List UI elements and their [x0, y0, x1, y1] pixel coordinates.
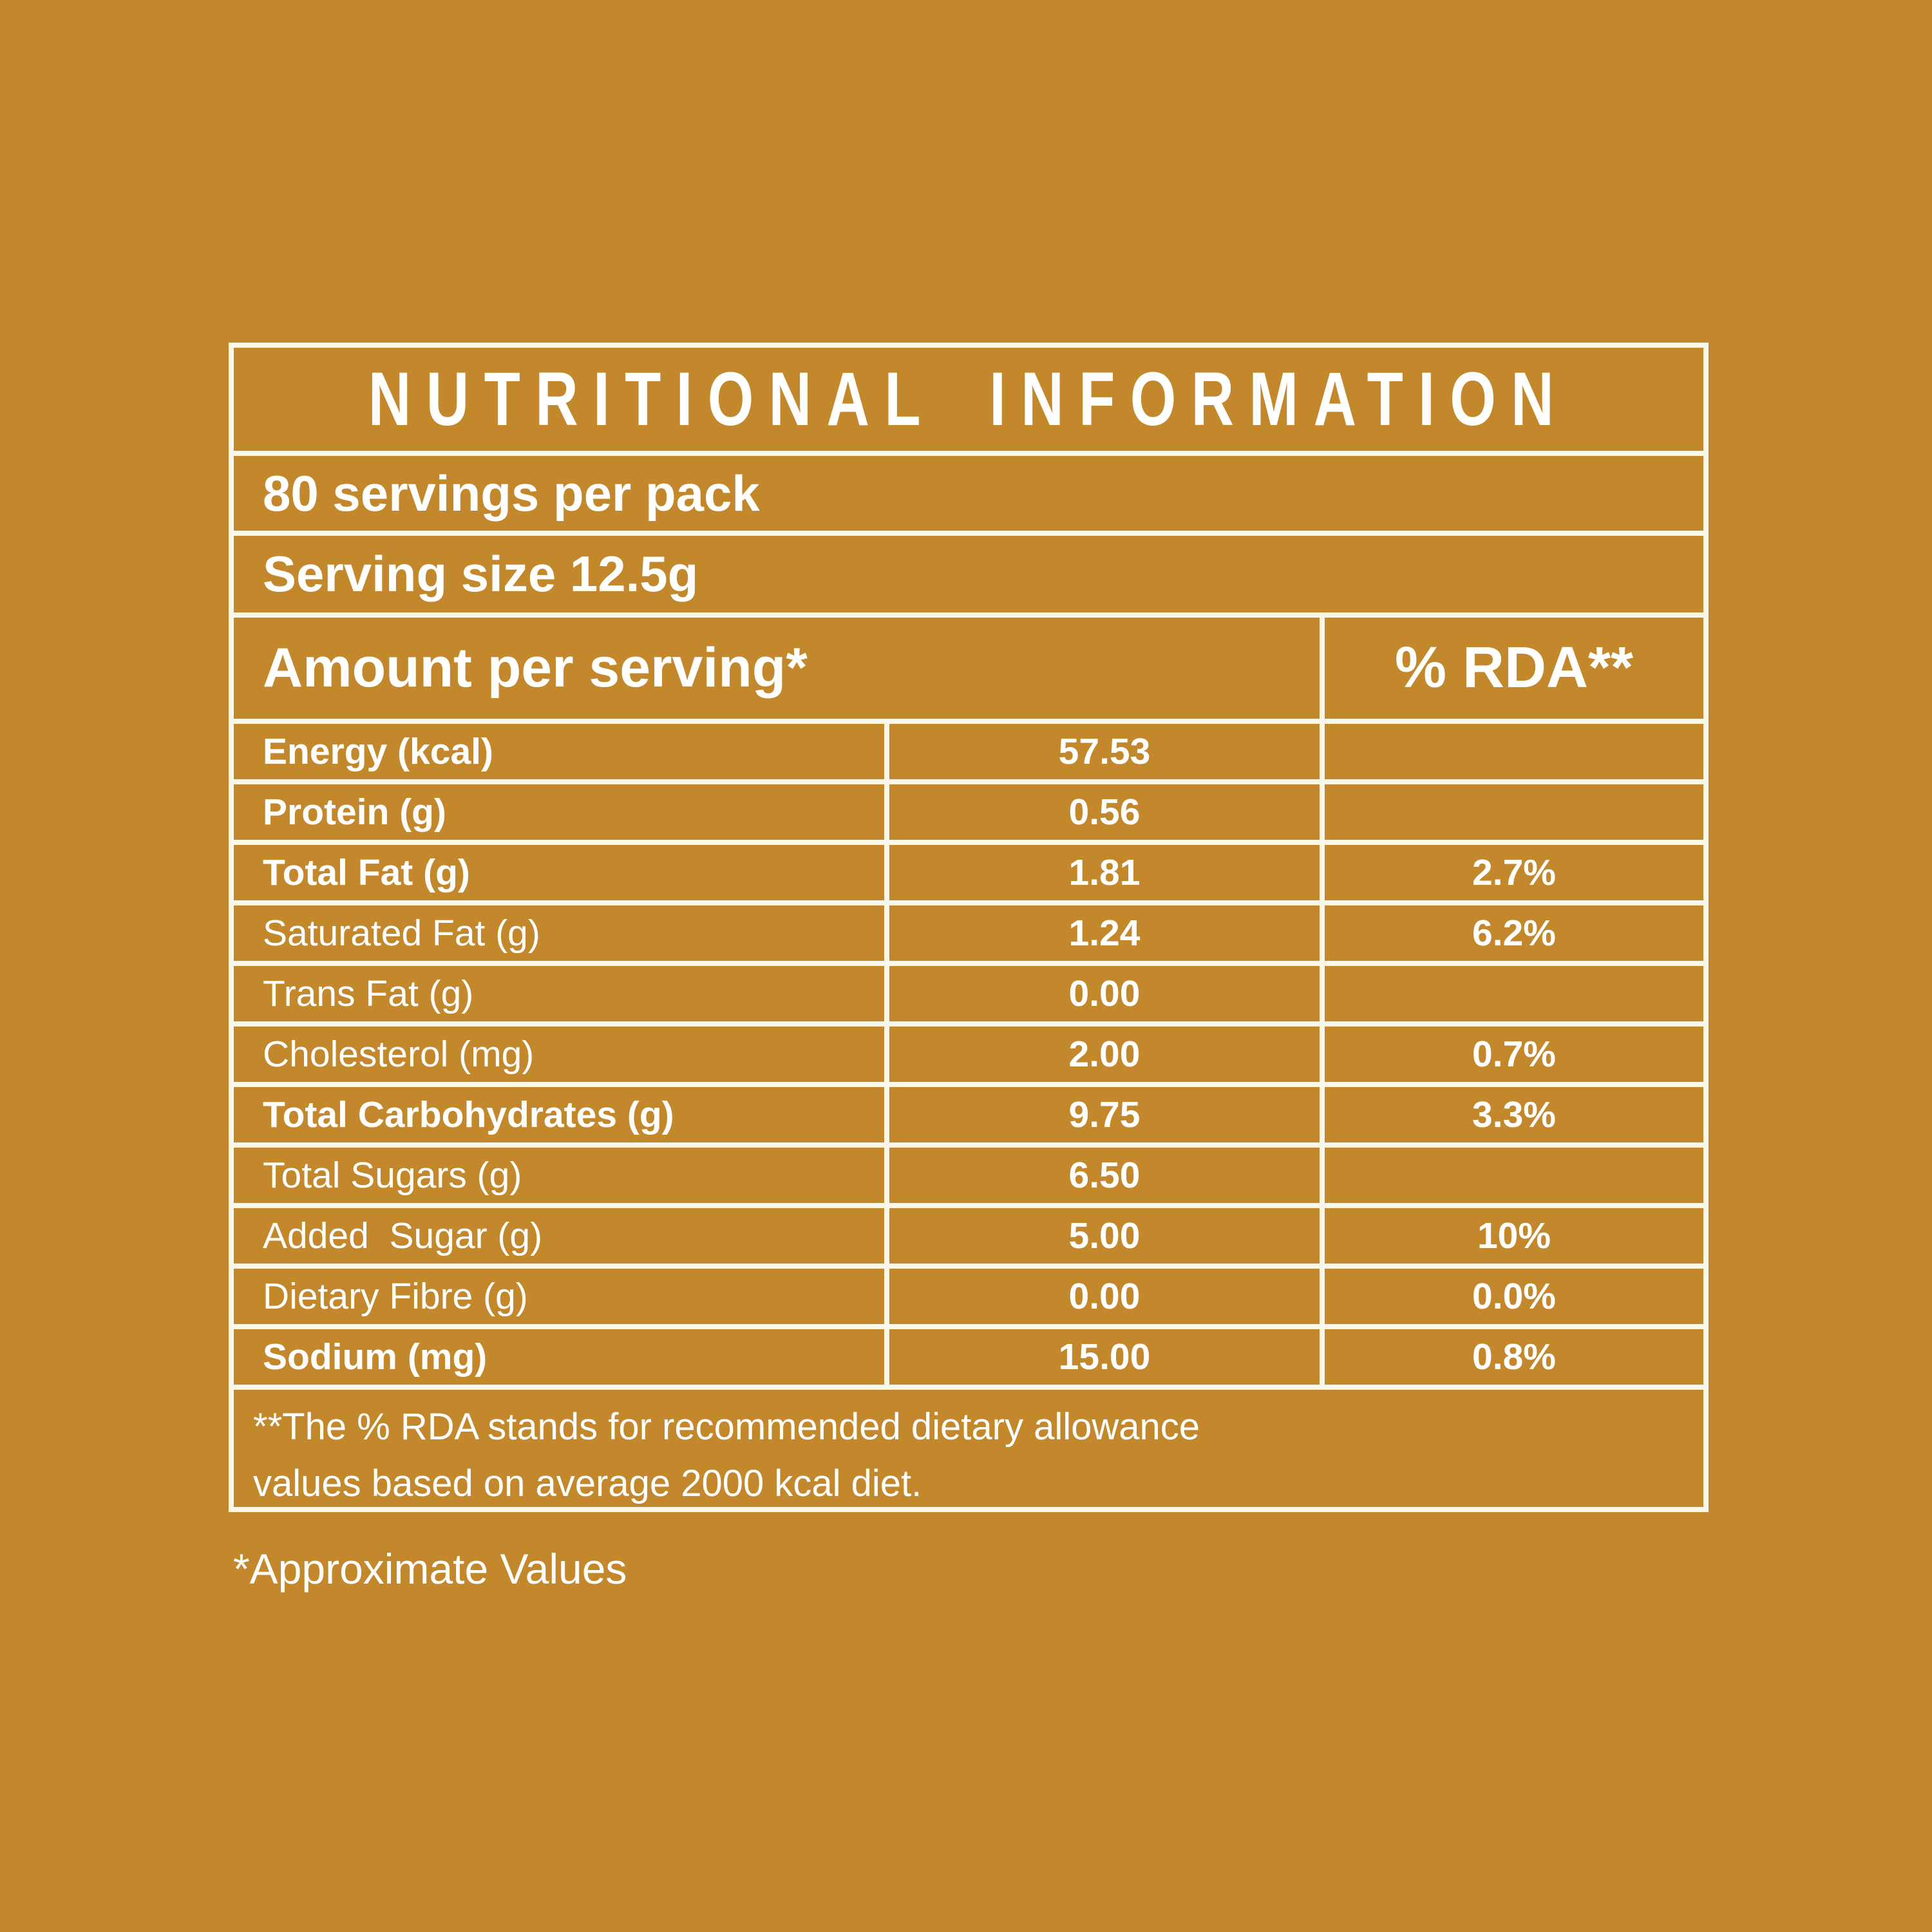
row-label: Total Fat (g) [263, 852, 470, 893]
row-label: Dietary Fibre (g) [263, 1276, 528, 1317]
column-header-row: Amount per serving* % RDA** [234, 612, 1703, 719]
table-row-total-fat: Total Fat (g) 1.81 2.7% [234, 840, 1703, 900]
row-value: 5.00 [884, 1208, 1320, 1264]
table-row-saturated-fat: Saturated Fat (g) 1.24 6.2% [234, 900, 1703, 961]
row-value: 0.56 [884, 784, 1320, 840]
row-value: 2.00 [884, 1027, 1320, 1082]
table-row-protein: Protein (g) 0.56 [234, 779, 1703, 840]
table-row-added-sugar: Added Sugar (g) 5.00 10% [234, 1203, 1703, 1264]
row-value: 0.00 [884, 966, 1320, 1021]
nutrition-table: NUTRITIONAL INFORMATION 80 servings per … [229, 343, 1709, 1512]
row-rda: 6.2% [1320, 905, 1703, 961]
row-rda: 3.3% [1320, 1087, 1703, 1142]
serving-size-text: Serving size 12.5g [263, 545, 699, 602]
row-label: Trans Fat (g) [263, 973, 474, 1014]
row-value: 9.75 [884, 1087, 1320, 1142]
row-rda: 2.7% [1320, 845, 1703, 900]
row-rda: 0.7% [1320, 1027, 1703, 1082]
rda-footnote-line2: values based on average 2000 kcal diet. [253, 1463, 922, 1505]
row-label: Energy (kcal) [263, 731, 493, 772]
servings-per-pack-row: 80 servings per pack [234, 451, 1703, 531]
row-label: Total Carbohydrates (g) [263, 1094, 674, 1135]
row-rda [1320, 966, 1703, 1021]
row-value: 57.53 [884, 724, 1320, 779]
row-value: 1.24 [884, 905, 1320, 961]
table-row-trans-fat: Trans Fat (g) 0.00 [234, 961, 1703, 1021]
row-rda: 0.8% [1320, 1329, 1703, 1385]
table-row-cholesterol: Cholesterol (mg) 2.00 0.7% [234, 1021, 1703, 1082]
row-rda: 10% [1320, 1208, 1703, 1264]
row-value: 6.50 [884, 1148, 1320, 1203]
rda-footnote-line1: **The % RDA stands for recommended dieta… [253, 1406, 1200, 1448]
row-value: 15.00 [884, 1329, 1320, 1385]
table-row-dietary-fibre: Dietary Fibre (g) 0.00 0.0% [234, 1264, 1703, 1324]
row-label: Saturated Fat (g) [263, 913, 540, 954]
serving-size-row: Serving size 12.5g [234, 531, 1703, 612]
row-value: 1.81 [884, 845, 1320, 900]
amount-per-serving-header: Amount per serving* [263, 637, 808, 699]
row-label: Cholesterol (mg) [263, 1034, 535, 1075]
table-row-total-carbohydrates: Total Carbohydrates (g) 9.75 3.3% [234, 1082, 1703, 1142]
servings-per-pack-text: 80 servings per pack [263, 464, 760, 522]
row-label: Added Sugar (g) [263, 1215, 543, 1256]
rda-footnote: **The % RDA stands for recommended dieta… [234, 1385, 1703, 1507]
table-title-row: NUTRITIONAL INFORMATION [234, 348, 1703, 451]
table-row-sodium: Sodium (mg) 15.00 0.8% [234, 1324, 1703, 1385]
row-rda [1320, 1148, 1703, 1203]
row-rda: 0.0% [1320, 1269, 1703, 1324]
row-rda [1320, 784, 1703, 840]
table-row-total-sugars: Total Sugars (g) 6.50 [234, 1142, 1703, 1203]
row-label: Protein (g) [263, 791, 446, 833]
row-label: Sodium (mg) [263, 1336, 488, 1378]
row-rda [1320, 724, 1703, 779]
approximate-values-note: *Approximate Values [233, 1545, 627, 1593]
table-row-energy: Energy (kcal) 57.53 [234, 719, 1703, 779]
row-value: 0.00 [884, 1269, 1320, 1324]
row-label: Total Sugars (g) [263, 1155, 522, 1196]
rda-header: % RDA** [1320, 618, 1703, 719]
table-title: NUTRITIONAL INFORMATION [368, 357, 1569, 442]
